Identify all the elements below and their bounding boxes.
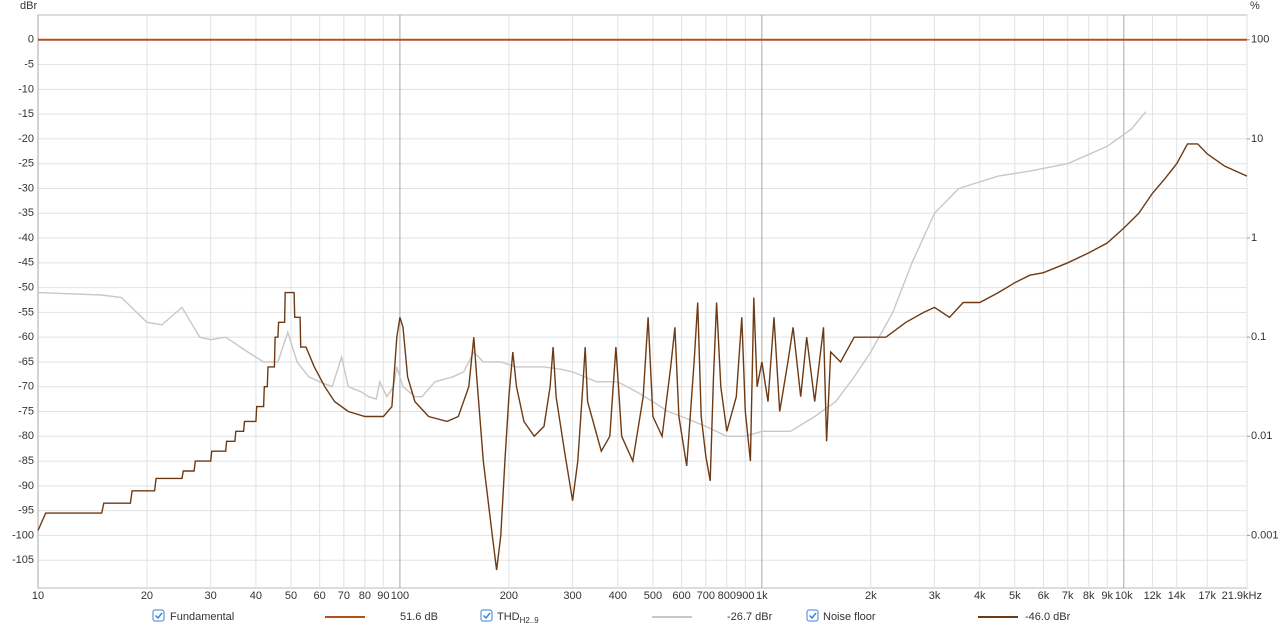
x-tick-label: 20	[141, 590, 153, 602]
x-tick-label: 2k	[865, 590, 877, 602]
x-tick-label: 60	[314, 590, 326, 602]
series-line	[37, 111, 1147, 437]
y-tick-label: -55	[18, 306, 34, 318]
x-tick-label: 4k	[974, 590, 986, 602]
y-tick-label: -65	[18, 356, 34, 368]
y-tick-label: -80	[18, 430, 34, 442]
x-tick-label: 100	[391, 590, 409, 602]
y-tick-label: -70	[18, 381, 34, 393]
y-tick-label: -75	[18, 405, 34, 417]
y2-tick-label: 1	[1251, 232, 1257, 244]
legend-label: Fundamental	[170, 611, 234, 623]
legend-readout: -46.0 dBr	[1025, 611, 1071, 623]
y-tick-label: -90	[18, 480, 34, 492]
x-tick-label: 14k	[1168, 590, 1186, 602]
legend-readout: -26.7 dBr	[727, 611, 773, 623]
x-tick-label: 30	[205, 590, 217, 602]
x-tick-label: 500	[644, 590, 662, 602]
checkbox[interactable]	[480, 609, 493, 622]
y-axis-label: dBr	[20, 0, 37, 12]
x-tick-label: 10	[32, 590, 44, 602]
legend	[152, 609, 819, 622]
x-tick-label: 12k	[1144, 590, 1162, 602]
y-tick-label: -5	[24, 58, 34, 70]
legend-label-sub: H2..9	[520, 616, 540, 625]
plot-area	[37, 14, 1248, 589]
x-tick-label: 900	[736, 590, 754, 602]
x-tick-label: 3k	[929, 590, 941, 602]
y-tick-label: -60	[18, 331, 34, 343]
y-tick-label: -30	[18, 182, 34, 194]
grid	[37, 15, 1248, 588]
y2-tick-label: 0.001	[1251, 529, 1279, 541]
checkbox[interactable]	[152, 609, 165, 622]
x-tick-label: 8k	[1083, 590, 1095, 602]
x-tick-label: 300	[563, 590, 581, 602]
y2-tick-label: 0.01	[1251, 430, 1272, 442]
legend-label-text: Fundamental	[170, 611, 234, 623]
x-tick-label: 80	[359, 590, 371, 602]
x-tick-label: 50	[285, 590, 297, 602]
checkbox[interactable]	[806, 609, 819, 622]
x-tick-label: 21.9kHz	[1222, 590, 1262, 602]
x-tick-label: 400	[609, 590, 627, 602]
y-tick-label: -50	[18, 282, 34, 294]
y-tick-label: -15	[18, 108, 34, 120]
y2-tick-label: 10	[1251, 133, 1263, 145]
legend-readout: 51.6 dB	[400, 611, 438, 623]
x-tick-label: 800	[718, 590, 736, 602]
y-tick-label: -95	[18, 505, 34, 517]
y-tick-label: -105	[12, 554, 34, 566]
x-tick-label: 5k	[1009, 590, 1021, 602]
legend-label-text: Noise floor	[823, 611, 876, 623]
x-tick-label: 600	[672, 590, 690, 602]
series-line	[37, 143, 1248, 571]
y-tick-label: -45	[18, 257, 34, 269]
legend-label-text: THD	[497, 611, 520, 623]
x-tick-label: 10k	[1115, 590, 1133, 602]
y-tick-label: -100	[12, 529, 34, 541]
y-tick-label: -25	[18, 158, 34, 170]
y-tick-label: -10	[18, 83, 34, 95]
legend-label: THDH2..9	[497, 611, 539, 625]
y-tick-label: -85	[18, 455, 34, 467]
x-tick-label: 200	[500, 590, 518, 602]
x-tick-label: 90	[377, 590, 389, 602]
x-tick-label: 70	[338, 590, 350, 602]
x-tick-label: 700	[697, 590, 715, 602]
legend-label: Noise floor	[823, 611, 876, 623]
y-tick-label: 0	[28, 34, 34, 46]
y-tick-label: -40	[18, 232, 34, 244]
x-tick-label: 7k	[1062, 590, 1074, 602]
x-tick-label: 6k	[1038, 590, 1050, 602]
y2-tick-label: 100	[1251, 34, 1269, 46]
y2-tick-label: 0.1	[1251, 331, 1266, 343]
x-tick-label: 17k	[1198, 590, 1216, 602]
x-tick-label: 40	[250, 590, 262, 602]
x-tick-label: 9k	[1101, 590, 1113, 602]
x-tick-label: 1k	[756, 590, 768, 602]
y2-axis-label: %	[1250, 0, 1260, 12]
y-tick-label: -35	[18, 207, 34, 219]
y-tick-label: -20	[18, 133, 34, 145]
